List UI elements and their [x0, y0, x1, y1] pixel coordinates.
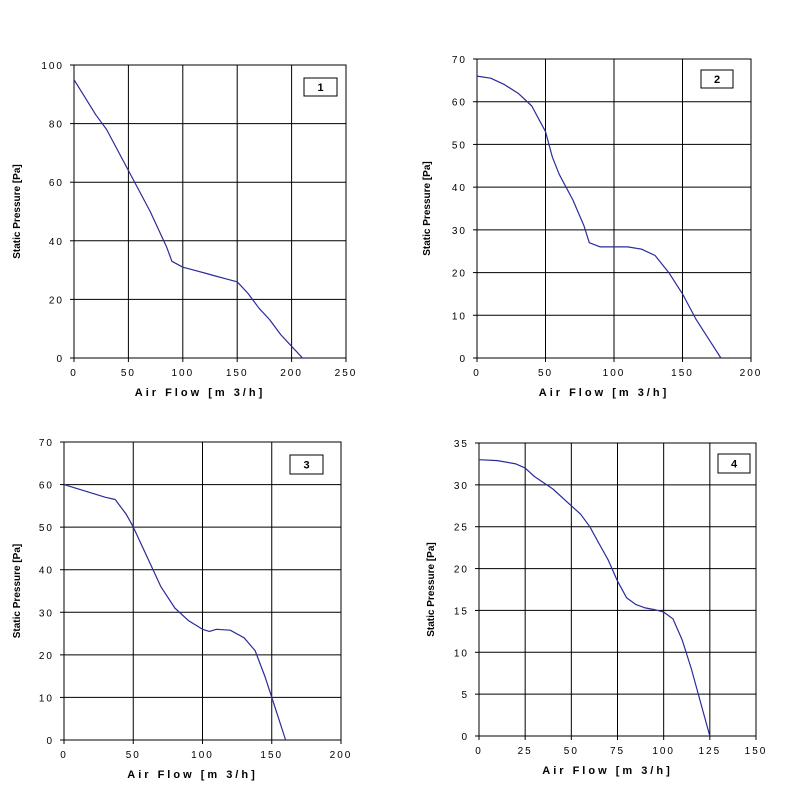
panel-number-box: [700, 69, 734, 89]
panel-number-box: [289, 454, 324, 475]
y-tick-label: 80: [49, 120, 64, 131]
y-axis-label: Static Pressure [Pa]: [12, 164, 23, 259]
y-tick-label: 10: [454, 648, 469, 659]
x-tick-label: 100: [603, 368, 626, 379]
x-tick-label: 250: [335, 368, 358, 379]
y-tick-label: 100: [41, 61, 64, 72]
x-tick-label: 50: [126, 750, 141, 761]
y-tick-label: 20: [49, 295, 64, 306]
y-tick-label: 0: [46, 736, 54, 747]
panel-number-label: 2: [714, 74, 720, 86]
y-tick-label: 50: [452, 140, 467, 151]
y-tick-label: 20: [454, 565, 469, 576]
y-axis-label: Static Pressure [Pa]: [426, 542, 437, 637]
y-tick-label: 40: [49, 237, 64, 248]
y-tick-label: 60: [39, 481, 54, 492]
chart-panel-1: 0 50 100 150 200 250 0 20 40 60 80 100 Air Flow [m 3…: [12, 61, 358, 399]
y-tick-label: 60: [49, 178, 64, 189]
chart-panel-2: 0 50 100 150 200 0 10 20 30 40 50 60 70 Air Flow [m 3…: [422, 55, 763, 399]
series-line: [63, 484, 287, 741]
y-tick-label: 35: [454, 439, 469, 450]
x-tick-label: 150: [745, 746, 768, 757]
y-tick-label: 30: [454, 481, 469, 492]
y-tick-label: 70: [452, 55, 467, 66]
x-tick-label: 0: [60, 750, 68, 761]
x-tick-label: 150: [226, 368, 249, 379]
x-axis-label: Air Flow [m 3/h]: [539, 387, 670, 399]
y-tick-label: 0: [56, 354, 64, 365]
y-tick-label: 10: [39, 693, 54, 704]
x-tick-label: 150: [671, 368, 694, 379]
x-tick-label: 100: [652, 746, 675, 757]
panel-number-label: 4: [731, 459, 738, 471]
y-tick-label: 5: [461, 690, 469, 701]
x-tick-label: 200: [330, 750, 353, 761]
y-tick-label: 50: [39, 523, 54, 534]
y-tick-label: 20: [39, 651, 54, 662]
y-tick-label: 25: [454, 523, 469, 534]
x-tick-label: 100: [191, 750, 214, 761]
series-line: [476, 75, 722, 359]
x-axis-label: Air Flow [m 3/h]: [135, 387, 266, 399]
y-tick-label: 30: [39, 608, 54, 619]
x-tick-label: 0: [70, 368, 78, 379]
y-tick-label: 70: [39, 438, 54, 449]
y-tick-label: 10: [452, 311, 467, 322]
chart-panel-3: 0 50 100 150 200 0 10 20 30 40 50 60 70 Air Flow [m 3…: [12, 438, 353, 781]
y-tick-label: 40: [39, 566, 54, 577]
series-line: [478, 459, 711, 737]
x-tick-label: 50: [564, 746, 579, 757]
chart-panel-4: 0 25 50 75 100 125 150 0 5 10 15 20 25 30 35 Air Flow […: [426, 439, 768, 777]
x-tick-label: 50: [538, 368, 553, 379]
x-tick-label: 200: [280, 368, 303, 379]
x-tick-label: 150: [260, 750, 283, 761]
y-tick-label: 20: [452, 269, 467, 280]
y-tick-label: 40: [452, 183, 467, 194]
series-line: [73, 79, 307, 359]
x-axis-label: Air Flow [m 3/h]: [127, 769, 258, 781]
y-tick-label: 15: [454, 606, 469, 617]
panel-number-box: [717, 453, 751, 474]
x-tick-label: 0: [473, 368, 481, 379]
y-axis-label: Static Pressure [Pa]: [12, 544, 23, 639]
y-axis-label: Static Pressure [Pa]: [422, 161, 433, 256]
x-tick-label: 200: [740, 368, 763, 379]
x-tick-label: 100: [171, 368, 194, 379]
y-tick-label: 30: [452, 226, 467, 237]
x-tick-label: 125: [698, 746, 721, 757]
x-tick-label: 0: [475, 746, 483, 757]
y-tick-label: 60: [452, 98, 467, 109]
x-tick-label: 25: [518, 746, 533, 757]
y-tick-label: 0: [459, 354, 467, 365]
panel-number-box: [303, 77, 338, 97]
x-axis-label: Air Flow [m 3/h]: [542, 765, 673, 777]
y-tick-label: 0: [461, 732, 469, 743]
plot-area: [73, 64, 347, 359]
x-tick-label: 75: [610, 746, 625, 757]
panel-number-label: 1: [317, 82, 323, 94]
x-tick-label: 50: [121, 368, 136, 379]
panel-number-label: 3: [303, 460, 309, 472]
